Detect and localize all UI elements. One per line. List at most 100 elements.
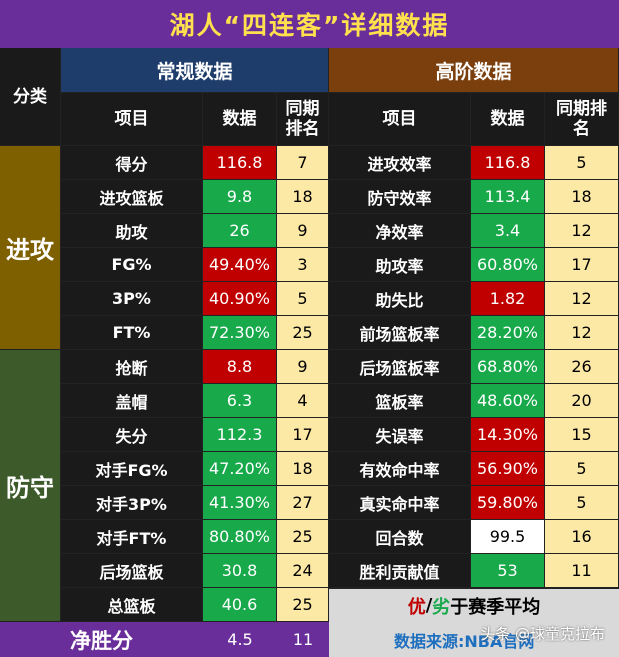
regular-item-label: 对手3P% — [61, 486, 203, 520]
regular-value: 72.30% — [203, 316, 277, 350]
regular-value: 49.40% — [203, 248, 277, 282]
regular-rank: 3 — [277, 248, 329, 282]
advanced-rank: 20 — [545, 384, 619, 418]
advanced-item-header: 项目 — [329, 93, 471, 146]
regular-value: 9.8 — [203, 180, 277, 214]
regular-rank: 5 — [277, 282, 329, 316]
advanced-rank: 5 — [545, 146, 619, 180]
advanced-value: 53 — [471, 554, 545, 588]
regular-rank: 18 — [277, 180, 329, 214]
regular-item-label: 对手FG% — [61, 452, 203, 486]
advanced-item-label: 回合数 — [329, 520, 471, 554]
regular-rank: 25 — [277, 588, 329, 622]
advanced-value: 14.30% — [471, 418, 545, 452]
regular-rank: 9 — [277, 214, 329, 248]
advanced-rank: 5 — [545, 452, 619, 486]
regular-rank: 27 — [277, 486, 329, 520]
legend-good: 优 — [407, 596, 426, 618]
advanced-data-header: 高阶数据 — [329, 48, 619, 93]
regular-item-label: 对手FT% — [61, 520, 203, 554]
category-header: 分类 — [0, 48, 61, 146]
regular-item-header: 项目 — [61, 93, 203, 146]
regular-rank: 7 — [277, 146, 329, 180]
advanced-item-label: 净效率 — [329, 214, 471, 248]
watermark: 头条 @球童克拉布 — [480, 625, 605, 643]
legend-rest: 于赛季平均 — [450, 596, 541, 618]
advanced-item-label: 前场篮板率 — [329, 316, 471, 350]
regular-item-label: FG% — [61, 248, 203, 282]
regular-value: 112.3 — [203, 418, 277, 452]
regular-item-label: 抢断 — [61, 350, 203, 384]
regular-item-label: 助攻 — [61, 214, 203, 248]
advanced-rank: 12 — [545, 316, 619, 350]
net-points-value: 4.5 — [203, 622, 277, 657]
advanced-item-label: 有效命中率 — [329, 452, 471, 486]
regular-rank: 17 — [277, 418, 329, 452]
advanced-value: 68.80% — [471, 350, 545, 384]
legend: 优 / 劣于赛季平均 — [329, 588, 619, 622]
advanced-rank: 12 — [545, 282, 619, 316]
category-offense: 进攻 — [0, 146, 61, 350]
advanced-item-label: 进攻效率 — [329, 146, 471, 180]
advanced-item-label: 真实命中率 — [329, 486, 471, 520]
regular-item-label: 进攻篮板 — [61, 180, 203, 214]
net-points-label: 净胜分 — [0, 622, 203, 657]
regular-item-label: FT% — [61, 316, 203, 350]
advanced-value: 3.4 — [471, 214, 545, 248]
regular-item-label: 失分 — [61, 418, 203, 452]
regular-value: 26 — [203, 214, 277, 248]
regular-item-label: 3P% — [61, 282, 203, 316]
regular-value: 40.6 — [203, 588, 277, 622]
regular-value: 41.30% — [203, 486, 277, 520]
regular-value: 30.8 — [203, 554, 277, 588]
regular-rank: 25 — [277, 316, 329, 350]
advanced-value: 59.80% — [471, 486, 545, 520]
regular-value: 6.3 — [203, 384, 277, 418]
advanced-item-label: 篮板率 — [329, 384, 471, 418]
advanced-value: 113.4 — [471, 180, 545, 214]
advanced-value: 116.8 — [471, 146, 545, 180]
advanced-item-label: 防守效率 — [329, 180, 471, 214]
regular-item-label: 后场篮板 — [61, 554, 203, 588]
advanced-value: 28.20% — [471, 316, 545, 350]
regular-rank: 25 — [277, 520, 329, 554]
regular-rank-header: 同期排名 — [277, 93, 329, 146]
regular-value: 80.80% — [203, 520, 277, 554]
advanced-rank: 12 — [545, 214, 619, 248]
regular-value: 116.8 — [203, 146, 277, 180]
advanced-rank: 16 — [545, 520, 619, 554]
regular-value: 47.20% — [203, 452, 277, 486]
advanced-value: 48.60% — [471, 384, 545, 418]
regular-value: 40.90% — [203, 282, 277, 316]
advanced-data-col-header: 数据 — [471, 93, 545, 146]
category-defense: 防守 — [0, 350, 61, 622]
data-source: 数据来源:NBA官网 — [329, 622, 619, 657]
advanced-item-label: 失误率 — [329, 418, 471, 452]
legend-sep: / — [425, 595, 433, 616]
regular-rank: 9 — [277, 350, 329, 384]
advanced-value: 56.90% — [471, 452, 545, 486]
advanced-item-label: 助失比 — [329, 282, 471, 316]
regular-rank: 4 — [277, 384, 329, 418]
advanced-rank: 26 — [545, 350, 619, 384]
advanced-rank: 18 — [545, 180, 619, 214]
advanced-item-label: 胜利贡献值 — [329, 554, 471, 588]
legend-bad: 劣 — [432, 596, 451, 618]
regular-rank: 18 — [277, 452, 329, 486]
net-points-rank: 11 — [277, 622, 329, 657]
advanced-item-label: 后场篮板率 — [329, 350, 471, 384]
regular-item-label: 盖帽 — [61, 384, 203, 418]
advanced-item-label: 助攻率 — [329, 248, 471, 282]
advanced-rank: 15 — [545, 418, 619, 452]
advanced-value: 99.5 — [471, 520, 545, 554]
regular-rank: 24 — [277, 554, 329, 588]
regular-data-header: 常规数据 — [61, 48, 329, 93]
regular-item-label: 得分 — [61, 146, 203, 180]
advanced-value: 1.82 — [471, 282, 545, 316]
page-title: 湖人“四连客”详细数据 — [0, 0, 619, 48]
regular-data-col-header: 数据 — [203, 93, 277, 146]
regular-value: 8.8 — [203, 350, 277, 384]
advanced-value: 60.80% — [471, 248, 545, 282]
advanced-rank-header: 同期排名 — [545, 93, 619, 146]
